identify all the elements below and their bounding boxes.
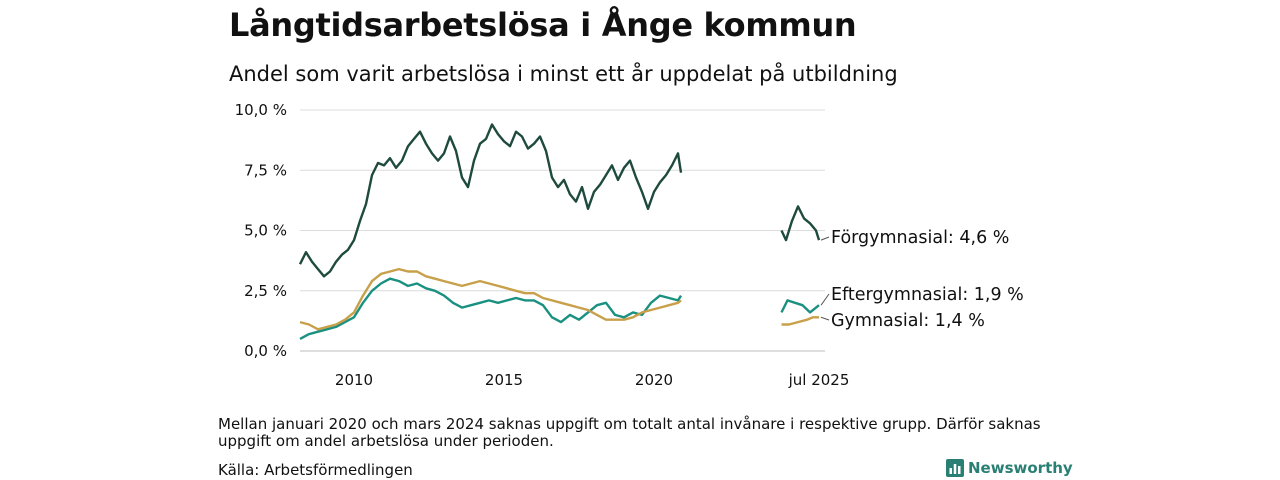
y-tick-label: 0,0 % xyxy=(244,342,287,360)
chart-subtitle: Andel som varit arbetslösa i minst ett å… xyxy=(229,62,898,86)
series-line-eftergymnasial xyxy=(780,299,820,314)
series-line-förgymnasial xyxy=(780,205,821,242)
series-line-gymnasial xyxy=(299,267,682,331)
label-connector xyxy=(820,236,830,241)
brand-logo[interactable]: Newsworthy xyxy=(946,459,1073,477)
y-axis: 0,0 % 2,5 % 5,0 % 7,5 % 10,0 % xyxy=(235,101,287,360)
grid-lines xyxy=(300,109,825,352)
x-axis: 2010 2015 2020 jul 2025 xyxy=(335,371,849,389)
y-tick-label: 2,5 % xyxy=(244,282,287,300)
series-end-label: Eftergymnasial: 1,9 % xyxy=(831,285,1024,305)
series-end-label: Gymnasial: 1,4 % xyxy=(831,311,985,331)
y-tick-label: 10,0 % xyxy=(235,101,287,119)
label-connector xyxy=(820,316,830,321)
x-tick-label: 2020 xyxy=(635,371,673,389)
series-end-label: Förgymnasial: 4,6 % xyxy=(831,228,1009,248)
chart-title: Långtidsarbetslösa i Ånge kommun xyxy=(229,6,857,44)
bar-chart-icon xyxy=(946,459,964,477)
x-tick-label: jul 2025 xyxy=(788,371,850,389)
y-tick-label: 7,5 % xyxy=(244,161,287,179)
series-lines xyxy=(298,123,821,340)
line-chart: 0,0 % 2,5 % 5,0 % 7,5 % 10,0 % 2010 2015 2020 j… xyxy=(235,101,1024,389)
series-labels: Förgymnasial: 4,6 % Eftergymnasial: 1,9 %… xyxy=(820,228,1024,331)
series-line-gymnasial xyxy=(781,316,819,326)
series-line-eftergymnasial xyxy=(299,277,683,340)
x-tick-label: 2010 xyxy=(335,371,373,389)
brand-name: Newsworthy xyxy=(968,459,1073,477)
y-tick-label: 5,0 % xyxy=(244,222,287,240)
label-connector xyxy=(820,293,830,306)
source-text: Källa: Arbetsförmedlingen xyxy=(218,461,413,479)
x-tick-label: 2015 xyxy=(485,371,523,389)
footnote: Mellan januari 2020 och mars 2024 saknas… xyxy=(218,415,1041,450)
series-line-förgymnasial xyxy=(298,123,683,278)
